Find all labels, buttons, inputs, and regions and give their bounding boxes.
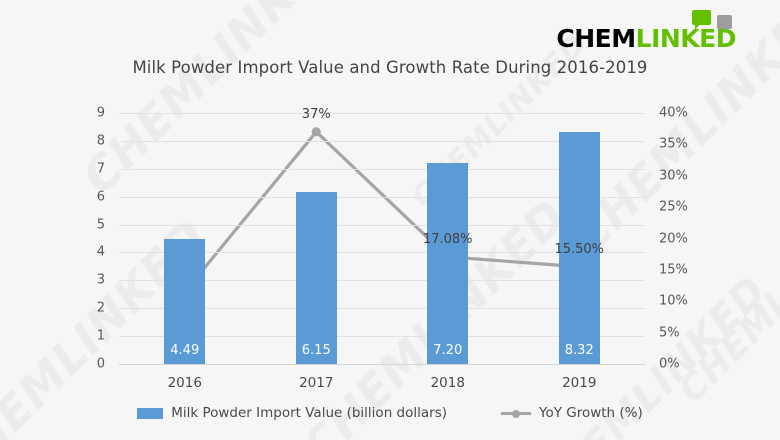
bar-2019[interactable]: 8.32 — [558, 131, 600, 364]
gridline — [119, 224, 645, 226]
y-axis-left-tick-label: 2 — [96, 300, 105, 316]
y-axis-right-tick-label: 5% — [659, 325, 680, 341]
chart-legend: Milk Powder Import Value (billion dollar… — [0, 405, 780, 421]
y-axis-left-tick-label: 1 — [96, 328, 105, 344]
y-axis-left-tick-label: 5 — [96, 217, 105, 233]
y-axis-right-tick-label: 0% — [659, 356, 680, 372]
logo-chem-text: CHEM — [556, 24, 636, 53]
y-axis-right-tick-label: 25% — [659, 199, 688, 215]
y-axis-right-tick-label: 10% — [659, 293, 688, 309]
chart-title: Milk Powder Import Value and Growth Rate… — [132, 58, 648, 77]
y-axis-left-tick-label: 0 — [96, 356, 105, 372]
gridline — [119, 336, 645, 338]
x-axis-category-2017: 2017 — [299, 375, 334, 391]
growth-value-label-2018: 17.08% — [422, 231, 473, 247]
y-axis-right-tick-label: 40% — [659, 105, 688, 121]
x-axis-category-2016: 2016 — [167, 375, 202, 391]
y-axis-right-tick-label: 20% — [659, 231, 688, 246]
logo-linked-text: LINKED — [635, 24, 737, 53]
y-axis-right-tick-label: 30% — [659, 168, 688, 184]
chemlinked-logo: CHEMLINKED — [556, 10, 758, 52]
legend-item-import-value[interactable]: Milk Powder Import Value (billion dollar… — [137, 405, 447, 421]
gridline — [119, 113, 645, 114]
gridline — [119, 168, 645, 170]
growth-line-path — [183, 130, 581, 294]
plot-area: 0 1 2 3 4 5 6 7 8 9 0% 5% 10% 15% 20% 25% 30% 35% 40% 4.49 2… — [97, 107, 688, 392]
logo-wordmark: CHEMLINKED — [556, 26, 736, 52]
data-point-2017[interactable] — [311, 127, 321, 137]
gridline — [119, 140, 645, 142]
y-axis-left-tick-label: 9 — [96, 105, 105, 121]
legend-bar-swatch-icon — [137, 407, 164, 419]
growth-value-label-2019: 15.50% — [554, 241, 605, 257]
bar-2016[interactable]: 4.49 — [164, 238, 206, 364]
y-axis-left-tick-label: 4 — [96, 244, 105, 260]
bar-2017[interactable]: 6.15 — [295, 192, 337, 364]
bar-value-label: 8.32 — [564, 343, 594, 358]
bar-value-label: 6.15 — [301, 343, 331, 358]
bar-2018[interactable]: 7.20 — [427, 163, 469, 364]
y-axis-right-tick-label: 15% — [659, 262, 688, 278]
gridline — [119, 308, 645, 310]
gridline — [119, 196, 645, 198]
gridline — [119, 280, 645, 282]
legend-line-swatch-icon — [501, 408, 531, 419]
legend-label-yoy-growth: YoY Growth (%) — [539, 405, 643, 421]
y-axis-left-tick-label: 6 — [96, 189, 105, 205]
growth-value-label-2017: 37% — [301, 106, 331, 122]
bar-value-label: 4.49 — [170, 343, 200, 358]
bar-value-label: 7.20 — [433, 343, 463, 358]
square-icon — [717, 15, 732, 29]
y-axis-left-tick-label: 3 — [96, 272, 105, 288]
gridline — [119, 252, 645, 254]
gridline — [119, 364, 645, 365]
y-axis-left-tick-label: 7 — [96, 161, 105, 177]
x-axis-category-2018: 2018 — [430, 375, 465, 391]
y-axis-left-tick-label: 8 — [96, 133, 105, 149]
legend-item-yoy-growth[interactable]: YoY Growth (%) — [501, 405, 643, 421]
speech-bubble-icon — [692, 10, 711, 30]
y-axis-right-tick-label: 35% — [659, 136, 688, 152]
legend-label-import-value: Milk Powder Import Value (billion dollar… — [171, 405, 447, 421]
x-axis-category-2019: 2019 — [562, 375, 597, 391]
